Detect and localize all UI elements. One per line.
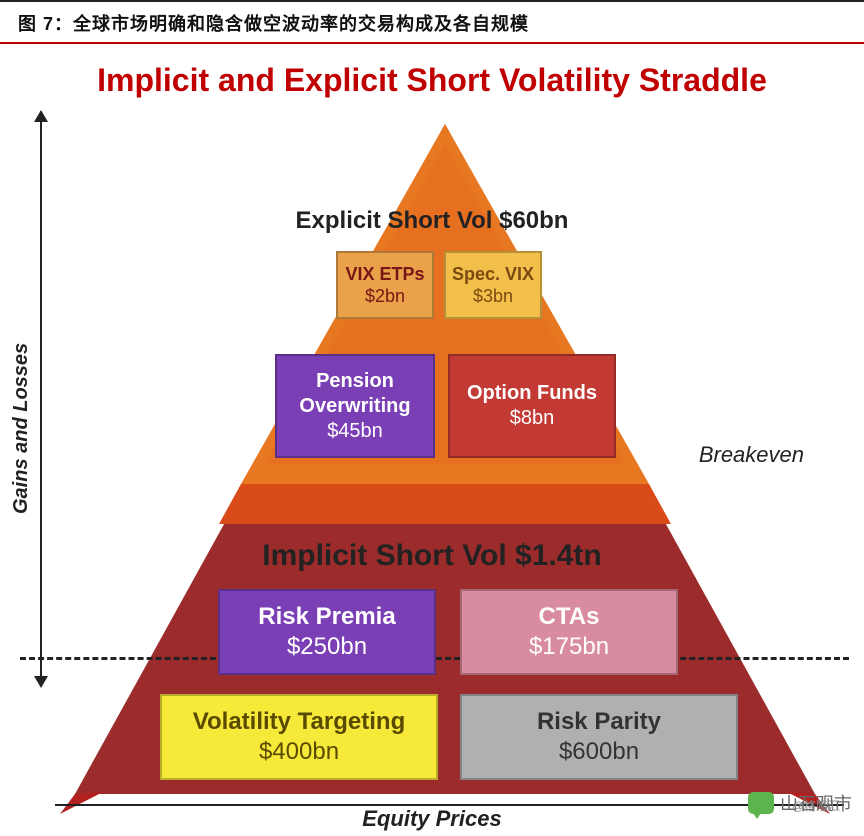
- box-pension-value: $45bn: [327, 419, 383, 444]
- watermark-sub: @格隆汇: [792, 797, 840, 814]
- box-vol-target-title: Volatility Targeting: [193, 707, 405, 737]
- box-spec-vix: Spec. VIX $3bn: [444, 251, 542, 319]
- x-axis-label: Equity Prices: [0, 806, 864, 832]
- breakeven-label: Breakeven: [699, 442, 804, 468]
- explicit-section-label: Explicit Short Vol $60bn: [0, 207, 864, 235]
- box-option-funds: Option Funds $8bn: [448, 354, 616, 458]
- box-risk-premia-value: $250bn: [287, 632, 367, 662]
- box-vix-etps: VIX ETPs $2bn: [336, 251, 434, 319]
- pyramid-divider: [219, 484, 671, 524]
- y-axis-label: Gains and Losses: [10, 343, 33, 514]
- box-ctas-value: $175bn: [529, 632, 609, 662]
- y-axis-arrow-up-icon: [34, 110, 48, 122]
- box-volatility-targeting: Volatility Targeting $400bn: [160, 694, 438, 780]
- box-option-title: Option Funds: [467, 381, 597, 406]
- box-risk-premia-title: Risk Premia: [258, 602, 395, 632]
- box-risk-premia: Risk Premia $250bn: [218, 589, 436, 675]
- box-risk-parity: Risk Parity $600bn: [460, 694, 738, 780]
- figure-caption-text: 图 7：全球市场明确和隐含做空波动率的交易构成及各自规模: [18, 14, 529, 34]
- y-axis-line: [40, 119, 42, 679]
- box-vix-etps-value: $2bn: [365, 285, 405, 308]
- figure-area: Implicit and Explicit Short Volatility S…: [0, 44, 864, 834]
- box-pension-overwriting: Pension Overwriting $45bn: [275, 354, 435, 458]
- box-option-value: $8bn: [510, 406, 555, 431]
- box-risk-parity-value: $600bn: [559, 737, 639, 767]
- y-axis-arrow-down-icon: [34, 676, 48, 688]
- box-vix-etps-title: VIX ETPs: [345, 263, 424, 286]
- figure-caption-bar: 图 7：全球市场明确和隐含做空波动率的交易构成及各自规模: [0, 0, 864, 44]
- box-vol-target-value: $400bn: [259, 737, 339, 767]
- box-risk-parity-title: Risk Parity: [537, 707, 661, 737]
- box-spec-vix-title: Spec. VIX: [452, 263, 534, 286]
- box-ctas-title: CTAs: [539, 602, 600, 632]
- box-spec-vix-value: $3bn: [473, 285, 513, 308]
- watermark: 山石观市 @格隆汇: [748, 790, 852, 816]
- box-ctas: CTAs $175bn: [460, 589, 678, 675]
- wechat-bubble-icon: [748, 792, 774, 814]
- main-title: Implicit and Explicit Short Volatility S…: [0, 62, 864, 99]
- box-pension-title: Pension Overwriting: [277, 369, 433, 419]
- implicit-section-label: Implicit Short Vol $1.4tn: [0, 539, 864, 573]
